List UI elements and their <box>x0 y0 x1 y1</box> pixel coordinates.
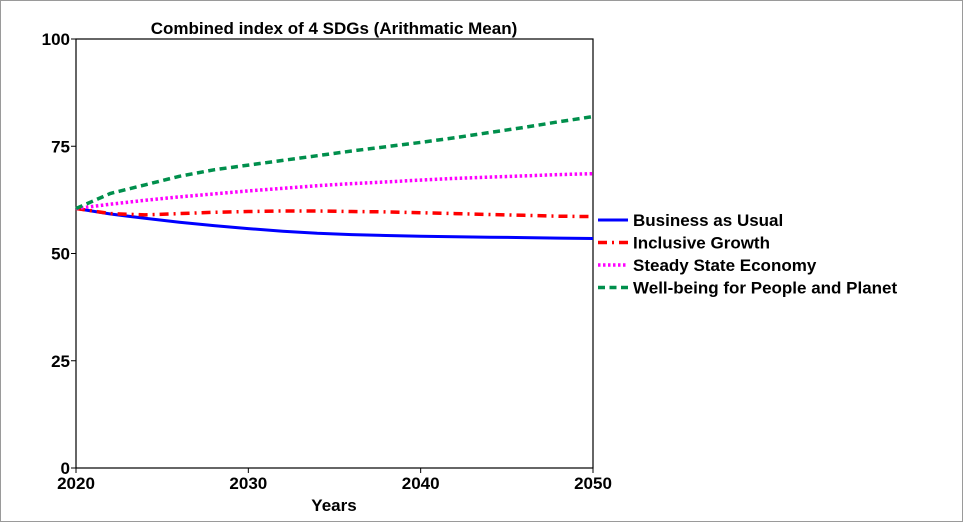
plot-area <box>75 38 594 469</box>
x-tick-label: 2030 <box>229 474 267 493</box>
y-tick-label: 75 <box>51 137 70 156</box>
legend-label-3: Well-being for People and Planet <box>633 279 898 298</box>
x-axis: 2020 2030 2040 2050 <box>57 468 612 493</box>
x-axis-label: Years <box>311 496 356 515</box>
x-tick-label: 2040 <box>402 474 440 493</box>
series-line-0 <box>75 207 594 240</box>
legend-label-0: Business as Usual <box>633 211 783 230</box>
y-tick-label: 100 <box>42 30 70 49</box>
x-tick-label: 2050 <box>574 474 612 493</box>
series-line-2 <box>75 171 594 211</box>
series-lines <box>75 114 594 240</box>
legend: Business as Usual Inclusive Growth Steady … <box>598 211 898 298</box>
y-tick-label: 25 <box>51 352 70 371</box>
chart-title: Combined index of 4 SDGs (Arithmatic Mea… <box>151 19 518 38</box>
y-axis: 0 25 50 75 100 <box>42 30 76 478</box>
y-tick-label: 50 <box>51 245 70 264</box>
y-tick-label: 0 <box>61 459 70 478</box>
legend-label-1: Inclusive Growth <box>633 234 770 253</box>
series-line-1 <box>75 206 594 219</box>
x-tick-label: 2020 <box>57 474 95 493</box>
series-line-3 <box>75 114 594 211</box>
legend-label-2: Steady State Economy <box>633 256 817 275</box>
